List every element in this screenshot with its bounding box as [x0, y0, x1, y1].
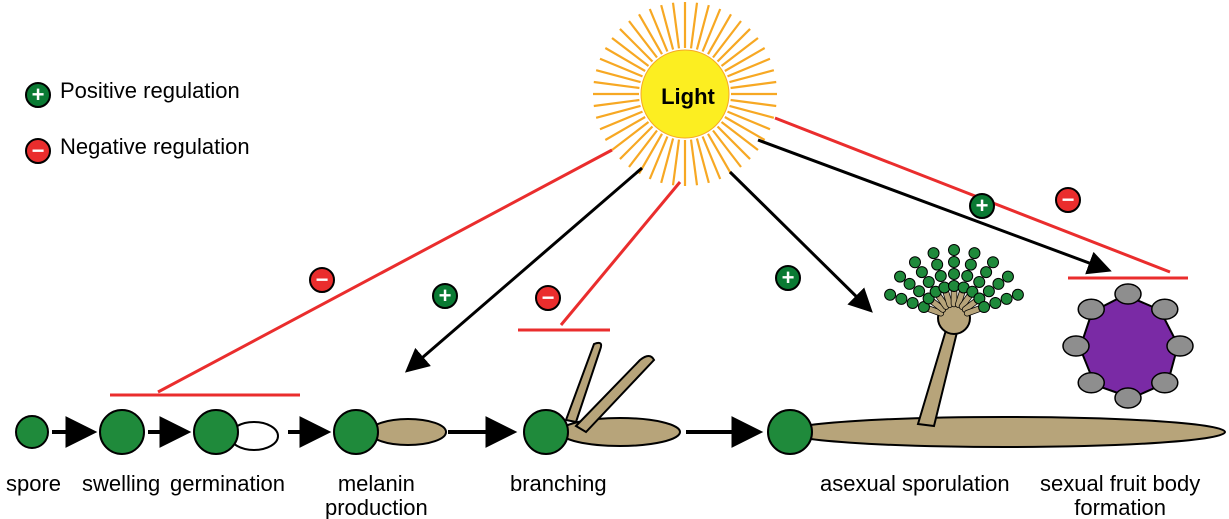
label-asexual: asexual sporulation	[820, 472, 1010, 496]
reg-icon-branching: −	[535, 285, 561, 311]
label-swelling: swelling	[82, 472, 160, 496]
diagram-canvas: { "canvas": { "width": 1229, "height": 5…	[0, 0, 1229, 519]
reg-icon-asexual-2: +	[969, 193, 995, 219]
stage-branching	[524, 343, 680, 454]
reg-icon-germination: −	[309, 267, 335, 293]
reg-icon-asexual-1: +	[775, 265, 801, 291]
reg-icon-sexual: −	[1055, 187, 1081, 213]
label-germination: germination	[170, 472, 285, 496]
label-melanin: melanin production	[325, 472, 428, 519]
fruit-body	[1063, 284, 1193, 408]
influence-arrows	[110, 118, 1188, 395]
label-sexual: sexual fruit body formation	[1040, 472, 1200, 519]
legend-negative-label: Negative regulation	[60, 134, 250, 160]
legend-positive-label: Positive regulation	[60, 78, 240, 104]
label-spore: spore	[6, 472, 61, 496]
reg-icon-melanin: +	[432, 283, 458, 309]
stage-melanin	[334, 410, 446, 454]
legend-negative-icon: −	[25, 138, 51, 164]
legend-positive-icon: +	[25, 82, 51, 108]
stage-germination	[194, 410, 278, 454]
label-branching: branching	[510, 472, 607, 496]
sun-label: Light	[648, 84, 728, 110]
stage-spore	[16, 416, 48, 448]
stages	[16, 245, 1225, 455]
stage-swelling	[100, 410, 144, 454]
